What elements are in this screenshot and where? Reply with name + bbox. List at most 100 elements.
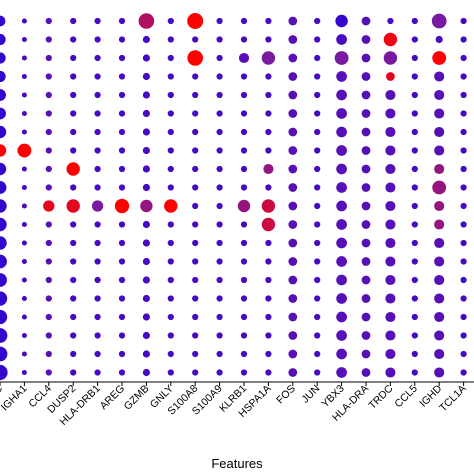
dot-r0-c14 — [335, 14, 348, 28]
dot-r11-c11 — [261, 217, 276, 232]
dot-r11-c17 — [411, 221, 418, 228]
dot-r14-c7 — [167, 276, 174, 284]
dot-r17-c0 — [0, 328, 8, 343]
dot-r15-c6 — [142, 294, 150, 303]
dot-r8-c7 — [167, 165, 174, 173]
dot-r3-c12 — [288, 72, 298, 81]
dot-r13-c16 — [385, 256, 396, 267]
dot-r1-c9 — [216, 36, 223, 43]
dot-r16-c9 — [216, 313, 223, 321]
dot-r6-c15 — [361, 127, 371, 137]
dot-r16-c14 — [336, 311, 347, 323]
dot-r9-c4 — [94, 184, 101, 191]
dot-r14-c13 — [314, 276, 321, 284]
dot-r10-c12 — [288, 201, 298, 211]
dot-r10-c13 — [314, 202, 321, 210]
dot-r2-c1 — [21, 55, 27, 61]
x-tick-label-5: AREG — [98, 383, 128, 413]
dot-r18-c6 — [142, 350, 150, 358]
dot-r8-c1 — [21, 166, 27, 172]
dot-r4-c11 — [265, 91, 272, 99]
dot-r0-c6 — [138, 13, 155, 29]
dot-r17-c17 — [411, 332, 418, 339]
dot-r7-c6 — [142, 146, 150, 155]
dot-r8-c18 — [434, 163, 445, 175]
dot-r12-c5 — [118, 239, 126, 247]
dot-r8-c0 — [0, 162, 7, 176]
dot-r12-c7 — [167, 239, 174, 247]
dot-r3-c6 — [142, 72, 150, 81]
dot-r3-c4 — [94, 73, 101, 80]
dot-r6-c0 — [0, 125, 7, 139]
dot-r3-c1 — [21, 73, 27, 80]
dot-r3-c5 — [118, 73, 126, 80]
dot-r9-c0 — [0, 181, 7, 194]
dot-r19-c12 — [288, 368, 298, 377]
dot-r17-c16 — [385, 330, 396, 341]
dot-r8-c2 — [45, 165, 52, 173]
dot-r13-c5 — [118, 258, 126, 265]
dot-r13-c15 — [361, 257, 371, 266]
dot-r18-c18 — [434, 348, 445, 360]
dot-r12-c8 — [192, 239, 199, 247]
dot-r14-c9 — [216, 276, 223, 284]
dot-r1-c14 — [336, 34, 347, 45]
dot-r18-c14 — [336, 348, 347, 360]
dot-r9-c6 — [142, 183, 150, 192]
dot-r15-c7 — [167, 295, 174, 302]
dot-r14-c4 — [94, 276, 101, 284]
dot-r15-c1 — [21, 295, 27, 302]
dot-r0-c3 — [70, 17, 77, 25]
dot-r13-c4 — [94, 258, 101, 265]
dot-r6-c11 — [265, 128, 272, 136]
dot-r4-c16 — [385, 89, 396, 101]
x-tick-label-0: C — [0, 382, 5, 396]
dot-r2-c16 — [383, 51, 398, 65]
dot-r1-c4 — [94, 36, 101, 43]
dot-r2-c9 — [216, 54, 223, 62]
dot-r3-c3 — [70, 73, 77, 80]
dot-r1-c12 — [288, 35, 298, 44]
dot-r13-c13 — [314, 258, 321, 265]
dot-r9-c14 — [336, 182, 347, 193]
dot-r3-c17 — [411, 73, 418, 80]
dot-r0-c10 — [240, 17, 248, 25]
dot-r17-c3 — [70, 332, 77, 339]
dot-r2-c0 — [0, 52, 6, 64]
dot-r1-c17 — [411, 36, 418, 43]
dot-r7-c19 — [460, 147, 467, 154]
dot-r10-c9 — [216, 202, 223, 210]
dot-r1-c1 — [21, 36, 27, 43]
dot-r16-c1 — [21, 314, 27, 320]
dot-r8-c14 — [336, 163, 347, 175]
dot-r9-c1 — [21, 184, 27, 191]
dot-r15-c18 — [434, 293, 445, 304]
x-tick-label-16: TRDC — [366, 382, 395, 411]
dot-r1-c13 — [314, 36, 321, 43]
dot-r12-c9 — [216, 239, 223, 247]
dot-r12-c11 — [265, 239, 272, 247]
dot-r18-c16 — [385, 348, 396, 360]
dot-r6-c3 — [70, 128, 77, 136]
dot-r2-c2 — [45, 54, 52, 62]
dot-r4-c2 — [45, 91, 52, 99]
dot-r11-c8 — [192, 221, 199, 228]
dot-r2-c10 — [238, 52, 250, 64]
dot-r13-c9 — [216, 258, 223, 265]
dot-r0-c8 — [187, 13, 204, 29]
dot-r17-c18 — [434, 330, 445, 341]
dot-r6-c16 — [385, 126, 396, 138]
dot-r7-c15 — [361, 146, 371, 155]
dot-r19-c16 — [385, 367, 396, 378]
dot-r15-c13 — [314, 295, 321, 302]
dot-r10-c7 — [164, 199, 178, 213]
dot-r16-c5 — [118, 313, 126, 321]
dot-r3-c10 — [240, 73, 248, 80]
dot-r0-c15 — [361, 16, 371, 26]
dot-r13-c18 — [434, 256, 445, 267]
dot-r18-c11 — [265, 350, 272, 358]
dot-r16-c10 — [240, 313, 248, 321]
dot-r18-c1 — [21, 351, 27, 357]
dot-r3-c2 — [45, 73, 52, 80]
